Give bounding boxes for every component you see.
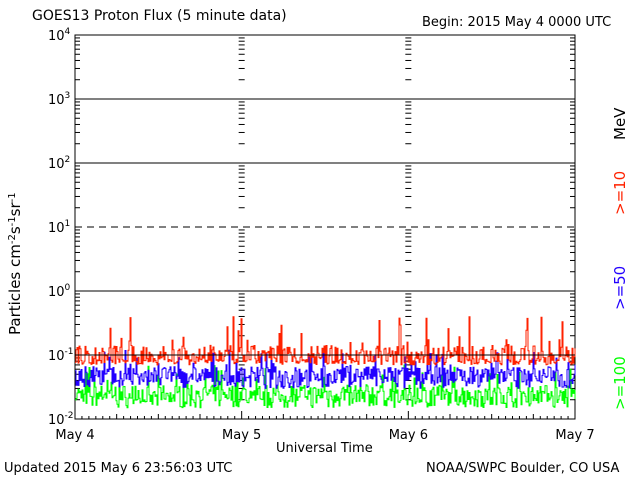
- y-axis-label: Particles cm-2s-1sr-1: [6, 192, 24, 335]
- y-tick-label: 102: [48, 155, 70, 172]
- legend-entry: >=100: [611, 356, 629, 410]
- updated-timestamp: Updated 2015 May 6 23:56:03 UTC: [4, 461, 233, 476]
- chart-title: GOES13 Proton Flux (5 minute data): [32, 8, 287, 24]
- series-line-10mev: [75, 316, 576, 366]
- x-tick-label: May 5: [222, 428, 261, 443]
- y-tick-label: 103: [48, 91, 70, 108]
- y-tick-label: 10-2: [48, 411, 74, 428]
- x-tick-label: May 7: [555, 428, 594, 443]
- legend-entry: >=10: [611, 171, 629, 215]
- x-axis-label: Universal Time: [276, 441, 373, 456]
- y-tick-label: 104: [48, 27, 71, 44]
- legend-entry: >=50: [611, 266, 629, 310]
- y-tick-label: 100: [48, 283, 71, 300]
- x-tick-label: May 4: [55, 428, 94, 443]
- y-tick-label: 10-1: [48, 347, 74, 364]
- x-tick-label: May 6: [389, 428, 428, 443]
- legend-unit: MeV: [611, 107, 629, 140]
- source-credit: NOAA/SWPC Boulder, CO USA: [426, 461, 620, 476]
- y-tick-label: 101: [48, 219, 70, 236]
- begin-date: Begin: 2015 May 4 0000 UTC: [422, 15, 612, 30]
